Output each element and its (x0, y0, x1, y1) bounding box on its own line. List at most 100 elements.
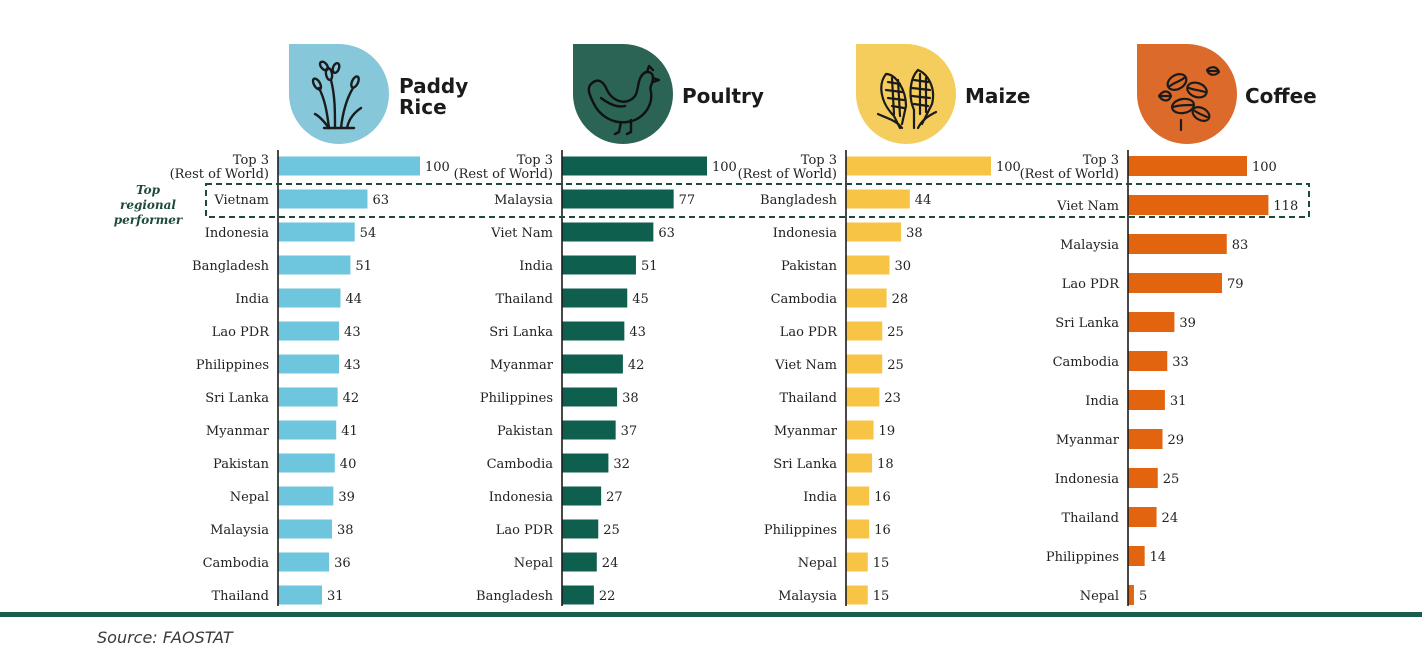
coffee-label: Coffee (1245, 84, 1317, 108)
maize-category-label: Thailand (779, 391, 837, 406)
poultry-category-label: Pakistan (497, 424, 554, 439)
coffee-bar (1128, 507, 1157, 527)
coffee-category-label: Malaysia (1060, 238, 1119, 253)
poultry-bar (562, 420, 616, 440)
coffee-value-label: 29 (1168, 433, 1185, 448)
rice-category-label: Indonesia (205, 226, 270, 241)
coffee-value-label: 33 (1172, 355, 1189, 370)
rice-category-label: Philippines (196, 358, 269, 373)
poultry-category-label: Bangladesh (476, 589, 554, 604)
rice-bar (278, 255, 351, 275)
coffee-value-label: 5 (1139, 589, 1147, 604)
rice-chart: 100 Top 3 (Rest of World) 63 Vietnam 54 Indone… (170, 150, 450, 606)
rice-category-label: Top 3 (Rest of World) (170, 153, 269, 182)
coffee-value-label: 83 (1232, 238, 1249, 253)
maize-bar (846, 156, 991, 176)
coffee-bar (1128, 156, 1247, 176)
coffee-chart: 100 Top 3 (Rest of World) 118 Viet Nam 83 Mala… (1020, 150, 1298, 606)
poultry-category-label: Philippines (480, 391, 553, 406)
maize-value-label: 25 (887, 325, 904, 340)
maize-label: Maize (965, 84, 1031, 108)
rice-bar (278, 387, 338, 407)
rice-value-label: 43 (344, 358, 361, 373)
poultry-bar (562, 486, 602, 506)
rice-category-label: Thailand (211, 589, 269, 604)
poultry-chart: 100 Top 3 (Rest of World) 77 Malaysia 63 Viet … (454, 150, 737, 606)
maize-bar (846, 453, 873, 473)
coffee-value-label: 79 (1227, 277, 1244, 292)
maize-bar (846, 519, 870, 539)
rice-value-label: 63 (372, 193, 389, 208)
coffee-value-label: 31 (1170, 394, 1187, 409)
coffee-value-label: 14 (1150, 550, 1167, 565)
maize-category-label: Cambodia (771, 292, 838, 307)
rice-bar (278, 453, 335, 473)
poultry-label: Poultry (682, 84, 764, 108)
rice-value-label: 44 (345, 292, 362, 307)
maize-category-label: India (803, 490, 837, 505)
maize-category-label: Myanmar (774, 424, 838, 439)
poultry-category-label: Top 3 (Rest of World) (454, 153, 553, 182)
rice-value-label: 100 (425, 160, 450, 175)
maize-value-label: 19 (879, 424, 896, 439)
maize-value-label: 28 (892, 292, 909, 307)
maize-category-label: Pakistan (781, 259, 838, 274)
maize-category-label: Viet Nam (774, 358, 837, 373)
rice-value-label: 38 (337, 523, 354, 538)
rice-category-label: Sri Lanka (205, 391, 269, 406)
coffee-category-label: Viet Nam (1056, 199, 1119, 214)
poultry-value-label: 37 (621, 424, 638, 439)
maize-bar (846, 189, 910, 209)
rice-category-label: Nepal (230, 490, 269, 505)
coffee-category-label: Philippines (1046, 550, 1119, 565)
coffee-beans-icon (1157, 66, 1221, 132)
maize-bar (846, 585, 868, 605)
maize-category-label: Top 3 (Rest of World) (738, 153, 837, 182)
rice-value-label: 54 (360, 226, 377, 241)
poultry-badge (573, 44, 673, 144)
paddy-rice-badge (289, 44, 389, 144)
poultry-bar (562, 156, 707, 176)
rice-category-label: Lao PDR (212, 325, 271, 340)
maize-value-label: 100 (996, 160, 1021, 175)
coffee-bar (1128, 429, 1163, 449)
coffee-category-label: Indonesia (1055, 472, 1120, 487)
rice-value-label: 39 (338, 490, 355, 505)
poultry-bar (562, 453, 609, 473)
poultry-value-label: 27 (606, 490, 623, 505)
rice-value-label: 31 (327, 589, 344, 604)
rice-category-label: Myanmar (206, 424, 270, 439)
top-regional-performer-note: Top regional performer (113, 183, 183, 227)
poultry-bar (562, 387, 618, 407)
maize-bar (846, 321, 883, 341)
rice-bar (278, 222, 355, 242)
coffee-bar (1128, 273, 1223, 293)
coffee-value-label: 100 (1252, 160, 1277, 175)
coffee-value-label: 118 (1273, 199, 1298, 214)
rice-category-label: Vietnam (213, 193, 269, 208)
poultry-value-label: 43 (629, 325, 646, 340)
rice-category-label: Pakistan (213, 457, 270, 472)
rice-bar (278, 288, 341, 308)
maize-value-label: 18 (877, 457, 894, 472)
poultry-value-label: 77 (679, 193, 696, 208)
maize-value-label: 15 (873, 556, 890, 571)
maize-category-label: Malaysia (778, 589, 837, 604)
highlight-box (205, 183, 1310, 218)
rice-value-label: 42 (343, 391, 360, 406)
maize-value-label: 30 (895, 259, 912, 274)
coffee-value-label: 24 (1162, 511, 1179, 526)
coffee-bar (1128, 585, 1134, 605)
maize-value-label: 16 (874, 523, 891, 538)
maize-bar (846, 486, 870, 506)
corn-icon (876, 68, 938, 130)
poultry-category-label: Lao PDR (496, 523, 555, 538)
poultry-bar (562, 222, 654, 242)
source-note: Source: FAOSTAT (97, 628, 233, 647)
coffee-category-label: Nepal (1080, 589, 1119, 604)
coffee-category-label: Thailand (1061, 511, 1119, 526)
paddy-rice-label: Paddy Rice (399, 74, 469, 119)
rice-value-label: 41 (341, 424, 358, 439)
poultry-bar (562, 585, 594, 605)
